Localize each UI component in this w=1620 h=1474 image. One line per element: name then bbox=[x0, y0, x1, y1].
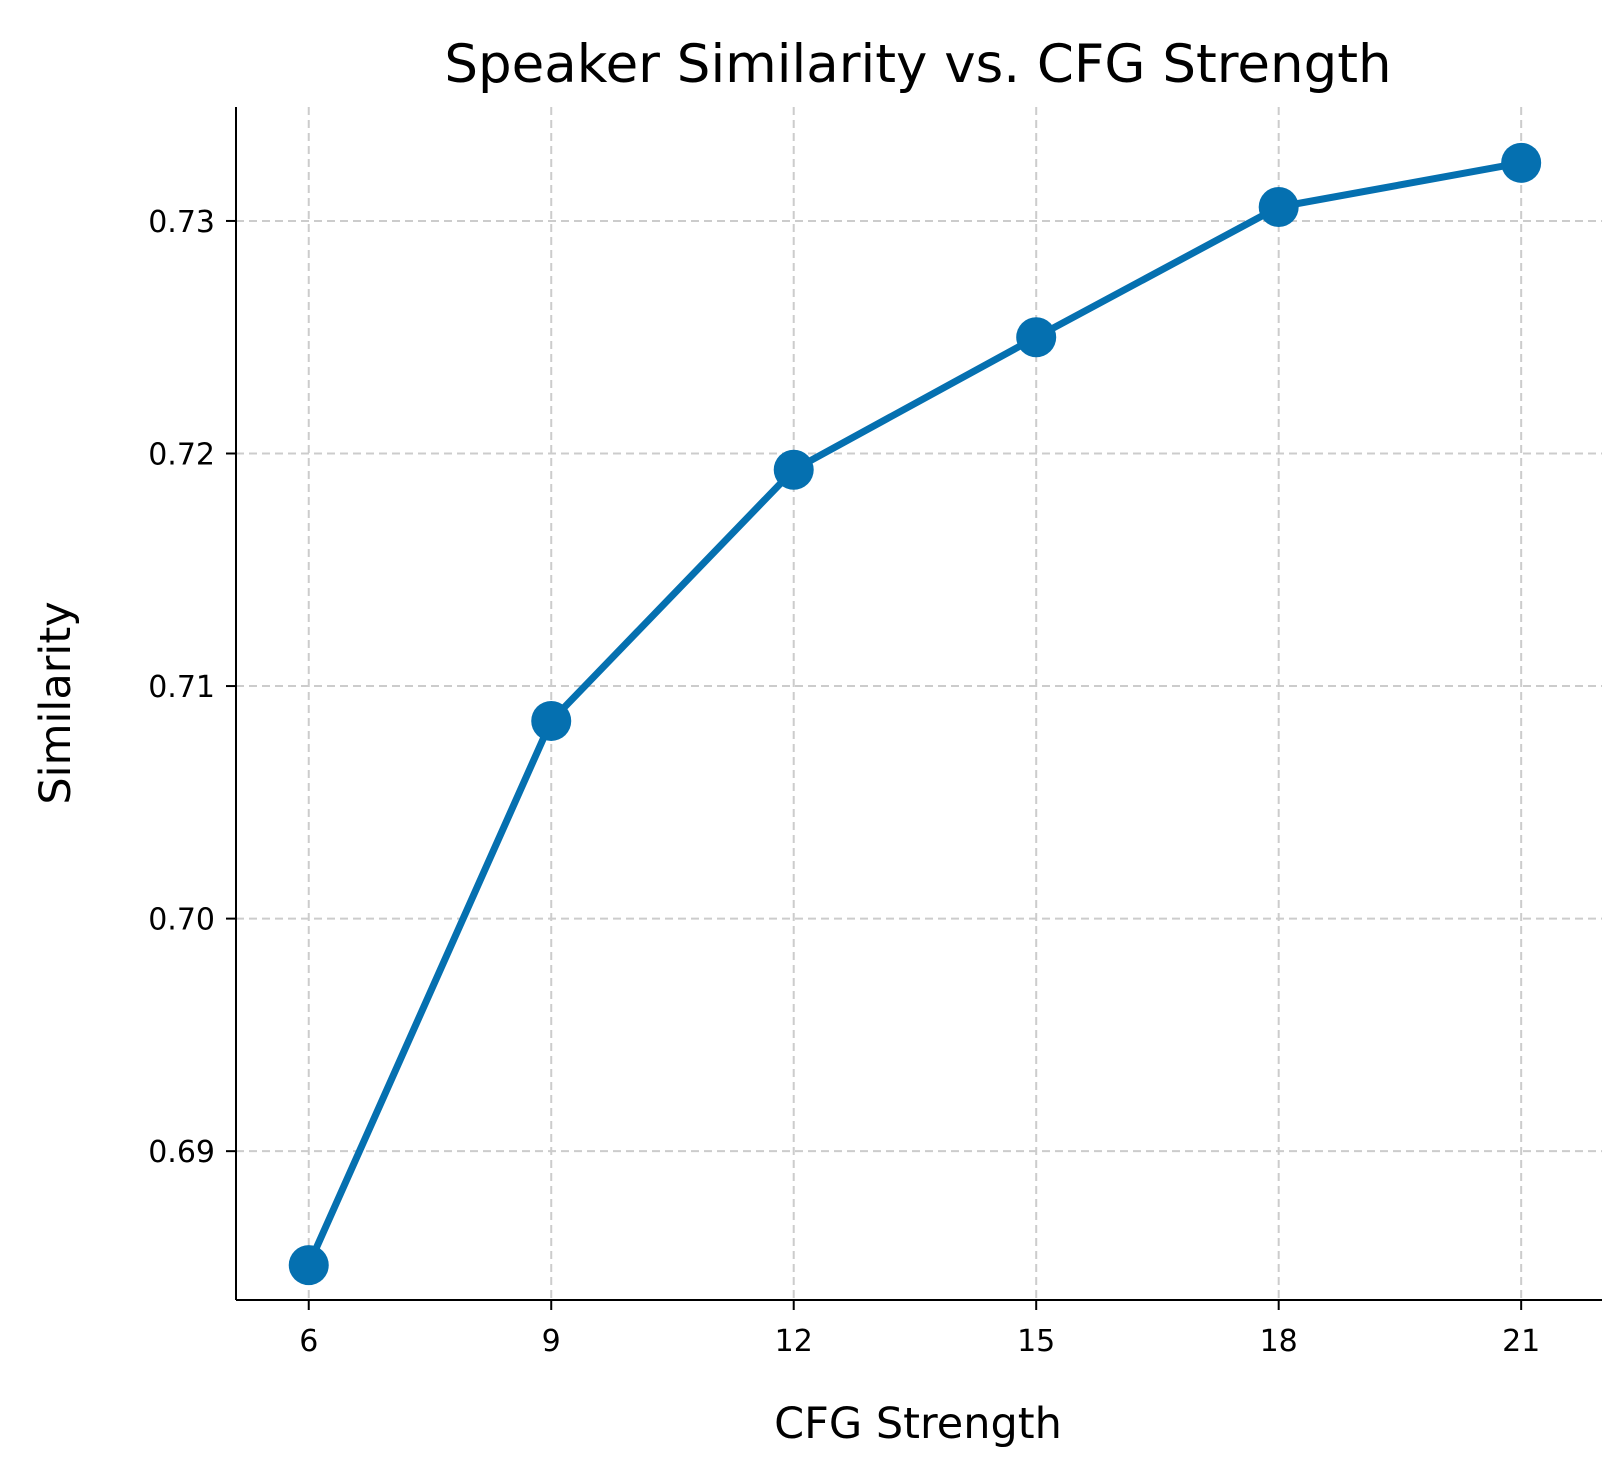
data-point bbox=[1501, 142, 1542, 183]
y-tick-label: 0.71 bbox=[148, 670, 215, 705]
data-point bbox=[1258, 186, 1299, 227]
axes bbox=[235, 107, 1602, 1301]
x-tick-label: 9 bbox=[542, 1324, 561, 1359]
x-tick-label: 12 bbox=[775, 1324, 813, 1359]
ticks: 6 9 12 15 18 21 0.69 0.70 0.71 0.72 0.73 bbox=[148, 205, 1540, 1359]
data-point bbox=[773, 449, 814, 490]
y-tick-label: 0.69 bbox=[148, 1135, 215, 1170]
y-tick-label: 0.72 bbox=[148, 438, 215, 473]
data-point bbox=[288, 1245, 329, 1286]
x-tick-label: 6 bbox=[299, 1324, 318, 1359]
grid bbox=[236, 107, 1602, 1300]
series-line bbox=[305, 159, 1525, 1269]
x-axis-title: CFG Strength bbox=[774, 1399, 1062, 1449]
data-point bbox=[1016, 317, 1057, 358]
y-tick-label: 0.73 bbox=[148, 205, 215, 240]
chart-title: Speaker Similarity vs. CFG Strength bbox=[444, 34, 1391, 95]
x-tick-label: 15 bbox=[1017, 1324, 1055, 1359]
data-point bbox=[531, 700, 572, 741]
x-tick-label: 21 bbox=[1502, 1324, 1540, 1359]
x-tick-label: 18 bbox=[1260, 1324, 1298, 1359]
series bbox=[288, 142, 1542, 1286]
y-tick-label: 0.70 bbox=[148, 903, 215, 938]
y-axis-title: Similarity bbox=[31, 601, 81, 804]
